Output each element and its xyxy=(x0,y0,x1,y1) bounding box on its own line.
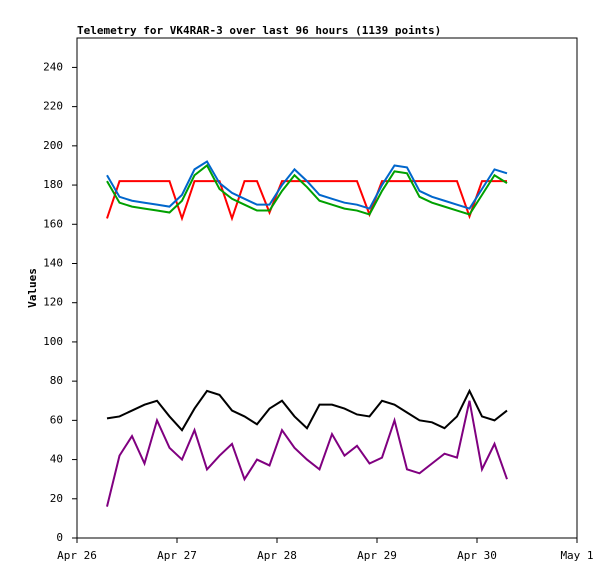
series-line xyxy=(106,400,508,507)
x-tick-label: Apr 26 xyxy=(57,549,97,562)
y-tick-label: 20 xyxy=(50,492,63,505)
x-tick-label: May 1 xyxy=(560,549,593,562)
y-tick-label: 60 xyxy=(50,413,63,426)
y-tick-label: 220 xyxy=(43,100,63,113)
chart-title: Telemetry for VK4RAR-3 over last 96 hour… xyxy=(77,24,441,37)
y-tick-label: 80 xyxy=(50,374,63,387)
series-line xyxy=(106,388,508,432)
x-tick-label: Apr 30 xyxy=(457,549,497,562)
y-axis-label: Values xyxy=(26,268,39,308)
y-tick-label: 120 xyxy=(43,296,63,309)
y-tick-label: 140 xyxy=(43,256,63,269)
y-tick-label: 40 xyxy=(50,453,63,466)
y-tick-label: 0 xyxy=(56,531,63,544)
plot-frame xyxy=(76,37,578,539)
y-tick-label: 160 xyxy=(43,217,63,230)
y-tick-label: 240 xyxy=(43,60,63,73)
series-line xyxy=(106,163,508,216)
x-tick-label: Apr 27 xyxy=(157,549,197,562)
y-tick-label: 100 xyxy=(43,335,63,348)
x-tick-label: Apr 28 xyxy=(257,549,297,562)
series-line xyxy=(106,160,508,210)
x-tick-label: Apr 29 xyxy=(357,549,397,562)
y-tick-label: 200 xyxy=(43,139,63,152)
y-tick-label: 180 xyxy=(43,178,63,191)
